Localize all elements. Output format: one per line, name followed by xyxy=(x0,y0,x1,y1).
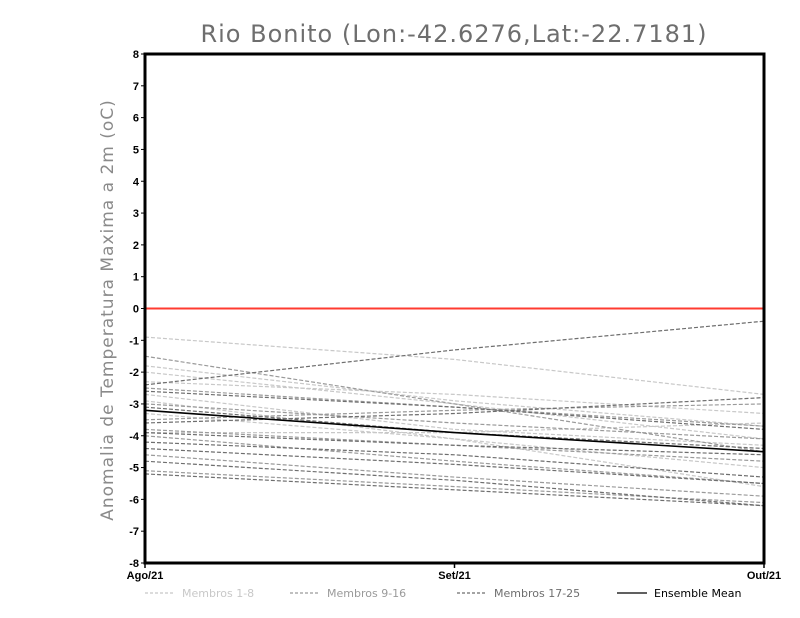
ensemble-mean-line xyxy=(144,409,765,453)
series-line-m12 xyxy=(144,403,765,440)
y-tick-label: 6 xyxy=(133,113,139,125)
series-line-m2 xyxy=(144,381,765,415)
series-line-m4 xyxy=(144,412,765,469)
legend-label: Membros 9-16 xyxy=(327,587,406,600)
y-tick-label: -5 xyxy=(129,463,139,475)
series-line-m7 xyxy=(144,400,765,488)
y-tick-label: -3 xyxy=(129,399,139,411)
y-tick-label: -8 xyxy=(129,558,139,570)
series-line-m3 xyxy=(144,393,765,446)
y-tick-label: 7 xyxy=(133,81,139,93)
series-line-m15 xyxy=(144,355,765,453)
x-tick-label: Set/21 xyxy=(438,570,470,582)
x-tick-label: Ago/21 xyxy=(127,570,164,582)
y-tick-label: 8 xyxy=(133,49,139,61)
series-line-m25 xyxy=(144,406,765,450)
y-tick-label: 2 xyxy=(133,240,139,252)
series-line-m13 xyxy=(144,435,765,485)
y-tick-label: -1 xyxy=(129,335,139,347)
series-line-m1 xyxy=(144,336,765,395)
series-line-m23 xyxy=(144,432,765,456)
y-tick-label: -4 xyxy=(129,431,140,443)
y-tick-label: 0 xyxy=(133,304,139,316)
series-line-m19 xyxy=(144,397,765,424)
series-line-m5 xyxy=(144,371,765,440)
y-tick-label: -7 xyxy=(129,526,139,538)
y-tick-label: -6 xyxy=(129,494,139,506)
series-line-m22 xyxy=(144,441,765,478)
legend-label: Membros 17-25 xyxy=(494,587,580,600)
legend-label: Membros 1-8 xyxy=(182,587,254,600)
x-axis-ticks: Ago/21 Set/21 Out/21 xyxy=(127,563,781,582)
series-line-m21 xyxy=(144,460,765,507)
series-line-m18 xyxy=(144,390,765,430)
series-line-m11 xyxy=(144,454,765,497)
legend: Membros 1-8 Membros 9-16 Membros 17-25 Ense… xyxy=(145,587,741,600)
series-layer xyxy=(144,320,765,507)
series-line-m20 xyxy=(144,447,765,485)
series-line-m17 xyxy=(144,320,765,386)
series-line-m8 xyxy=(144,365,765,427)
y-tick-label: 4 xyxy=(133,176,140,188)
series-line-m24 xyxy=(144,473,765,507)
series-line-m10 xyxy=(144,403,765,421)
x-tick-label: Out/21 xyxy=(747,570,781,582)
legend-label: Ensemble Mean xyxy=(654,587,741,600)
y-tick-label: -2 xyxy=(129,367,139,379)
series-line-m9 xyxy=(144,387,765,427)
y-tick-label: 5 xyxy=(133,144,139,156)
mean-layer xyxy=(144,409,765,453)
y-axis-label: Anomalia de Temperatura Maxima a 2m (oC) xyxy=(98,99,118,521)
chart-title: Rio Bonito (Lon:-42.6276,Lat:-22.7181) xyxy=(200,20,707,48)
y-axis-ticks: -8 -7 -6 -5 -4 -3 -2 -1 0 1 2 3 4 5 6 7 8 xyxy=(129,49,145,570)
y-tick-label: 1 xyxy=(133,272,139,284)
series-line-m14 xyxy=(144,470,765,504)
y-tick-label: 3 xyxy=(133,208,139,220)
